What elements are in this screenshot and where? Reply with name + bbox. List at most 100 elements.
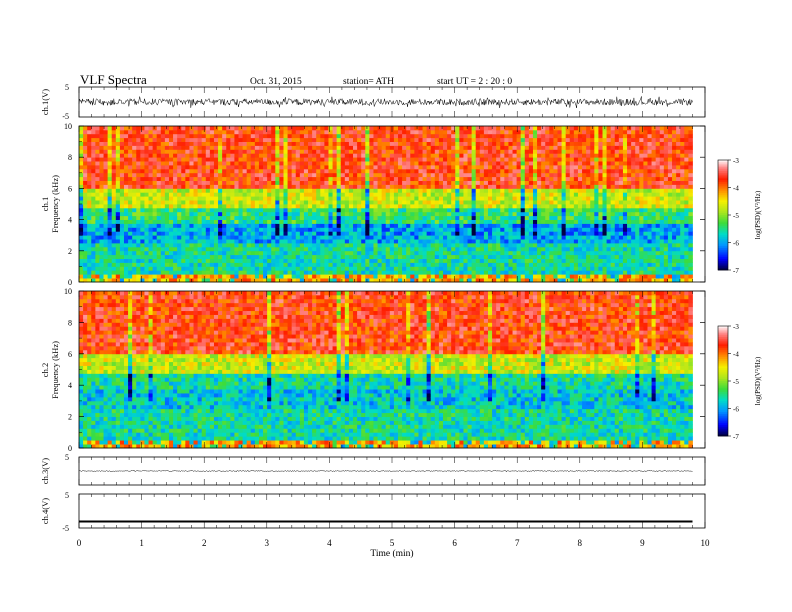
spectrogram-cell [381, 258, 387, 263]
spectrogram-cell [128, 243, 133, 248]
spectrogram-cell [279, 243, 284, 248]
spectrogram-cell [492, 157, 497, 162]
spectrogram-cell [263, 188, 268, 193]
spectrogram-cell [381, 192, 387, 197]
spectrogram-cell [438, 250, 444, 256]
spectrogram-cell [479, 141, 485, 146]
spectrogram-cell [83, 153, 88, 158]
spectrogram-cell [447, 231, 452, 236]
spectrogram-cell [545, 141, 550, 146]
spectrogram-cell [79, 270, 84, 275]
spectrogram-cell [140, 262, 145, 267]
spectrogram-cell [312, 192, 317, 197]
spectrogram-cell [295, 211, 301, 217]
spectrogram-cell [332, 258, 338, 263]
spectrogram-cell [226, 126, 231, 131]
spectrogram-cell [537, 126, 542, 131]
spectrogram-cell [361, 192, 366, 197]
spectrogram-cell [463, 266, 468, 271]
spectrogram-cell [361, 246, 366, 252]
spectrogram-cell [283, 157, 288, 162]
spectrogram-cell [422, 219, 428, 224]
spectrogram-cell [475, 145, 481, 150]
spectrogram-cell [258, 227, 264, 232]
spectrogram-cell [471, 137, 477, 142]
spectrogram-cell [426, 274, 432, 279]
spectrogram-cell [332, 227, 338, 232]
spectrogram-cell [193, 250, 199, 256]
spectrogram-cell [524, 223, 530, 228]
spectrogram-cell [156, 153, 162, 158]
spectrogram-cell [365, 200, 370, 205]
spectrogram-cell [447, 211, 452, 217]
spectrogram-cell [303, 196, 309, 201]
spectrogram-cell [299, 207, 305, 213]
spectrogram-cell [197, 278, 203, 283]
spectrogram-cell [561, 215, 567, 220]
spectrogram-cell [500, 126, 505, 131]
spectrogram-cell [263, 192, 268, 197]
spectrogram-cell [226, 274, 231, 279]
spectrogram-cell [545, 180, 550, 185]
spectrogram-cell [193, 172, 199, 178]
spectrogram-cell [213, 141, 219, 146]
spectrogram-cell [541, 227, 546, 232]
spectrogram-cell [136, 149, 141, 154]
spectrogram-cell [557, 184, 562, 189]
spectrogram-cell [226, 239, 231, 244]
spectrogram-cell [504, 126, 509, 131]
spectrogram-cell [193, 278, 199, 283]
spectrogram-cell [459, 231, 464, 236]
spectrogram-cell [410, 157, 415, 162]
spectrogram-cell [283, 137, 288, 142]
spectrogram-cell [496, 157, 501, 162]
spectrogram-cell [496, 192, 501, 197]
spectrogram-cell [406, 153, 411, 158]
spectrogram-cell [119, 172, 125, 178]
spectrogram-cell [83, 227, 88, 232]
spectrogram-cell [267, 243, 272, 248]
spectrogram-cell [144, 141, 149, 146]
spectrogram-cell [385, 165, 391, 170]
spectrogram-cell [414, 227, 419, 232]
spectrogram-cell [136, 157, 141, 162]
spectrogram-cell [83, 192, 88, 197]
spectrogram-cell [353, 243, 358, 248]
spectrogram-cell [348, 262, 354, 267]
spectrogram-cell [218, 243, 223, 248]
spectrogram-cell [353, 231, 358, 236]
spectrogram-cell [213, 204, 219, 209]
spectrogram-cell [185, 231, 190, 236]
spectrogram-cell [185, 126, 190, 131]
spectrogram-cell [324, 172, 329, 178]
spectrogram-cell [528, 188, 534, 193]
spectrogram-cell [193, 266, 199, 271]
spectrogram-cell [324, 239, 329, 244]
spectrogram-cell [136, 219, 141, 224]
spectrogram-cell [438, 215, 444, 220]
spectrogram-cell [164, 254, 170, 259]
spectrogram-cell [87, 231, 92, 236]
spectrogram-cell [549, 246, 554, 252]
spectrogram-cell [213, 231, 219, 236]
spectrogram-cell [537, 141, 542, 146]
spectrogram-cell [455, 270, 460, 275]
spectrogram-cell [185, 137, 190, 142]
spectrogram-cell [434, 188, 440, 193]
spectrogram-cell [443, 235, 448, 240]
spectrogram-cell [173, 211, 178, 217]
spectrogram-cell [369, 165, 374, 170]
spectrogram-cell [336, 258, 342, 263]
spectrogram-cell [414, 188, 419, 193]
spectrogram-cell [447, 172, 452, 178]
spectrogram-cell [483, 278, 489, 283]
spectrogram-cell [144, 145, 149, 150]
spectrogram-cell [569, 172, 575, 178]
spectrogram-cell [197, 219, 203, 224]
spectrogram-cell [181, 180, 186, 185]
spectrogram-cell [389, 188, 395, 193]
spectrogram-cell [148, 243, 154, 248]
spectrogram-cell [487, 239, 493, 244]
spectrogram-cell [119, 129, 125, 135]
spectrogram-cell [291, 141, 297, 146]
